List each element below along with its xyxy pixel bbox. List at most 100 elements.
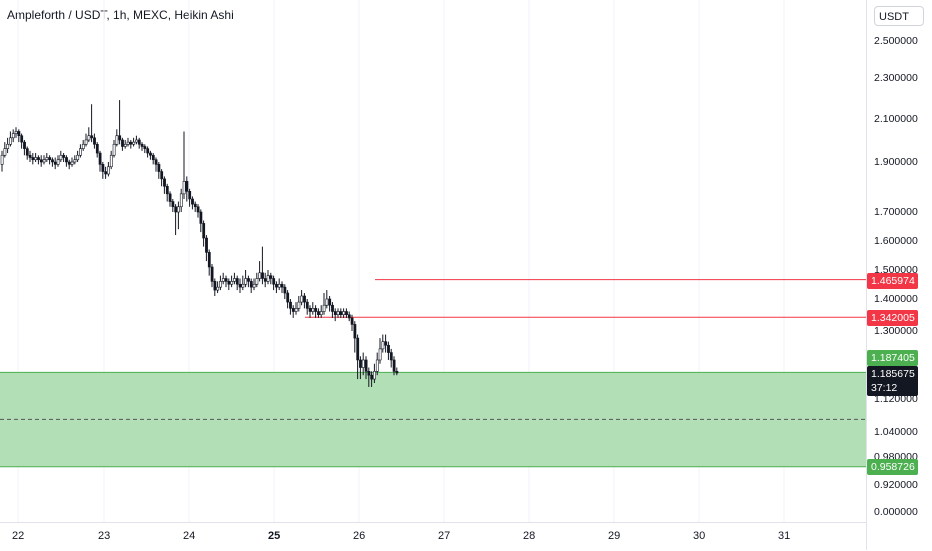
candle-body — [174, 206, 178, 213]
candle-body — [389, 352, 393, 361]
chart-title: Ampleforth / USDT, 1h, MEXC, Heikin Ashi — [7, 8, 234, 22]
price-tick-label: 2.500000 — [874, 35, 918, 47]
candle-body — [107, 166, 110, 175]
candle-body — [62, 154, 66, 158]
candle-body — [305, 301, 309, 309]
candle-body — [123, 143, 127, 147]
candle-body — [67, 161, 71, 165]
time-tick-label: 24 — [183, 530, 196, 542]
candle-body — [48, 157, 52, 161]
candle-body — [331, 304, 334, 312]
candle-body — [168, 193, 172, 202]
candle-body — [289, 301, 292, 309]
candle-body — [191, 198, 194, 205]
candle-body — [392, 359, 396, 372]
candle-body — [109, 154, 113, 168]
candle-body — [249, 281, 253, 288]
candle-body — [6, 143, 10, 149]
price-tick-label: 1.300000 — [874, 325, 918, 337]
candle-body — [56, 159, 60, 165]
candle-body — [364, 359, 368, 372]
candle-body — [210, 266, 214, 282]
candle-body — [112, 143, 116, 156]
time-tick-label: 26 — [353, 530, 366, 542]
candle-body — [375, 359, 379, 372]
candle-body — [53, 161, 57, 165]
time-axis[interactable] — [0, 522, 866, 551]
candle-body — [146, 148, 150, 154]
candle-body — [93, 137, 96, 145]
candle-body — [132, 141, 136, 145]
candle-body — [196, 206, 200, 213]
candle-body — [129, 141, 133, 145]
candle-body — [283, 286, 287, 294]
candle-body — [339, 311, 343, 316]
zone-top-value: 1.187405 — [871, 352, 915, 364]
candle-body — [104, 171, 108, 175]
candle-body — [238, 283, 242, 288]
candle-body — [291, 308, 295, 312]
price-tick-label: 1.400000 — [874, 293, 918, 305]
price-tick-label: 1.600000 — [874, 235, 918, 247]
candle-body — [182, 181, 186, 195]
candle-body — [14, 131, 18, 134]
candle-body — [20, 135, 24, 143]
candle-body — [28, 154, 32, 158]
candle-body — [163, 178, 166, 187]
candle-body — [333, 311, 337, 316]
price-tick-label: 1.040000 — [874, 426, 918, 438]
candle-body — [384, 341, 388, 346]
candle-body — [165, 186, 169, 195]
candle-body — [98, 152, 102, 165]
candle-body — [353, 324, 357, 339]
candle-body — [350, 317, 354, 325]
candle-body — [361, 359, 365, 368]
candle-body — [115, 135, 119, 145]
bar-countdown: 37:12 — [871, 382, 898, 394]
candle-body — [9, 137, 12, 145]
candle-body — [70, 161, 74, 165]
candle-body — [370, 374, 374, 380]
candle-body — [294, 308, 298, 312]
candle-body — [224, 278, 228, 282]
time-tick-label: 28 — [523, 530, 536, 542]
time-tick-label: 31 — [778, 530, 791, 542]
candle-body — [263, 278, 267, 282]
candle-body — [81, 143, 85, 149]
current-price-tag: 1.185675 37:12 — [867, 366, 918, 396]
candle-body — [177, 206, 180, 213]
candle-body — [378, 348, 382, 361]
candle-body — [39, 159, 43, 163]
candle-body — [193, 203, 197, 208]
candle-body — [171, 201, 175, 208]
candle-body — [286, 292, 290, 303]
candle-body — [42, 159, 46, 163]
zone-bottom-tag: 0.958726 — [867, 459, 918, 475]
candle-body — [230, 281, 234, 285]
candle-body — [0, 154, 4, 165]
candle-body — [76, 154, 80, 161]
candle-body — [373, 371, 376, 380]
price-tick-label: 2.300000 — [874, 72, 918, 84]
candle-body — [255, 278, 259, 285]
candle-body — [325, 298, 329, 306]
candle-body — [303, 295, 306, 303]
candle-body — [101, 164, 105, 172]
currency-button[interactable]: USDT — [874, 6, 924, 26]
time-tick-label: 22 — [12, 530, 25, 542]
time-tick-label: 30 — [693, 530, 706, 542]
price-chart[interactable] — [0, 0, 866, 522]
candle-body — [87, 135, 91, 141]
price-tick-label: 0.000000 — [874, 506, 918, 518]
candle-body — [157, 164, 161, 172]
candle-body — [207, 252, 211, 268]
candle-body — [308, 308, 312, 312]
candle-body — [154, 159, 158, 165]
candle-body — [45, 157, 49, 161]
candle-body — [188, 191, 192, 200]
time-tick-label: 25 — [268, 530, 281, 542]
candle-body — [185, 181, 189, 192]
candle-body — [247, 278, 250, 282]
candle-body — [317, 311, 320, 316]
candle-body — [213, 281, 217, 291]
